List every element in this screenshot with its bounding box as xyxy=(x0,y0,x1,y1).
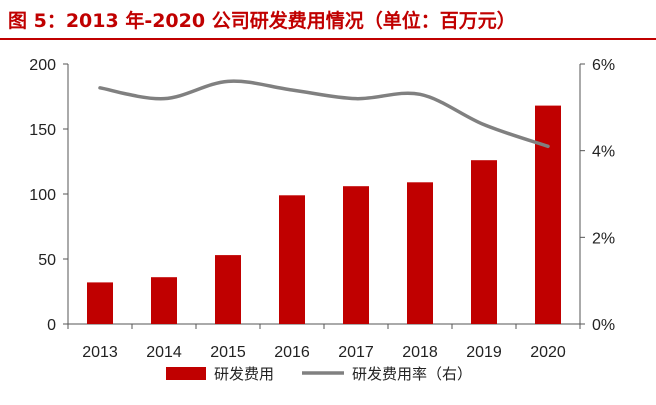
bar xyxy=(215,255,241,324)
y-right-tick-label: 2% xyxy=(592,230,615,247)
x-tick-label: 2018 xyxy=(402,344,438,361)
bar xyxy=(279,195,305,324)
bar xyxy=(407,182,433,324)
y-left-tick-label: 200 xyxy=(29,57,56,74)
bar xyxy=(87,282,113,324)
x-tick-label: 2016 xyxy=(274,344,310,361)
x-tick-label: 2014 xyxy=(146,344,182,361)
bar xyxy=(343,186,369,324)
series-line-rd-rate xyxy=(98,79,550,149)
legend-label-bar: 研发费用 xyxy=(214,365,274,383)
legend-swatch-bar xyxy=(166,367,206,380)
y-right-tick-label: 4% xyxy=(592,144,615,161)
y-right-tick-label: 6% xyxy=(592,57,615,74)
x-tick-label: 2013 xyxy=(82,344,118,361)
x-tick-label: 2019 xyxy=(466,344,502,361)
x-tick-label: 2015 xyxy=(210,344,246,361)
bar xyxy=(151,277,177,324)
chart-title: 图 5：2013 年-2020 公司研发费用情况（单位：百万元） xyxy=(8,10,516,32)
x-tick-label: 2017 xyxy=(338,344,374,361)
y-right-tick-label: 0% xyxy=(592,317,615,334)
y-left-tick-label: 0 xyxy=(47,317,56,334)
y-left-tick-label: 100 xyxy=(29,187,56,204)
y-left-tick-label: 150 xyxy=(29,122,56,139)
x-tick-label: 2020 xyxy=(530,344,566,361)
title-underline xyxy=(0,38,656,40)
bar xyxy=(535,105,561,324)
title-bar: 图 5：2013 年-2020 公司研发费用情况（单位：百万元） xyxy=(0,0,656,40)
y-left-tick-label: 50 xyxy=(38,252,56,269)
bar xyxy=(471,160,497,324)
legend-label-line: 研发费用率（右） xyxy=(352,365,472,383)
